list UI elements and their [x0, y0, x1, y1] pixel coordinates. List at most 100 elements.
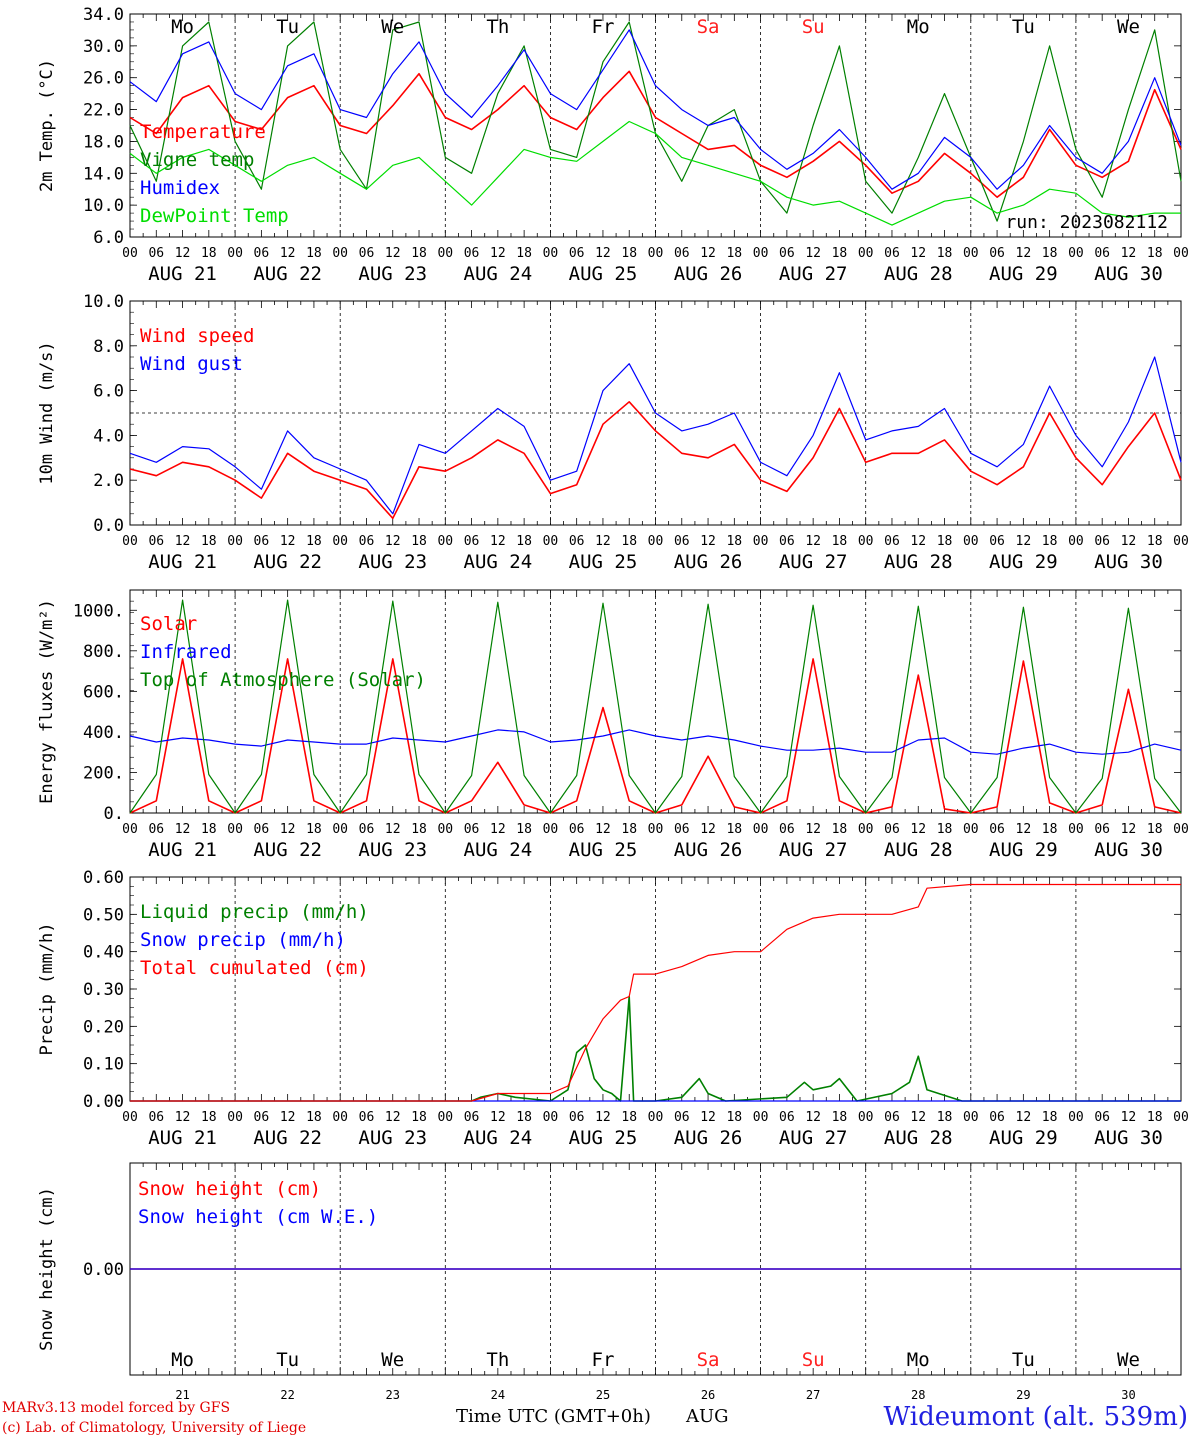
y-tick-label: 1000. — [73, 601, 124, 621]
y-tick-label: 6.0 — [93, 382, 124, 402]
series-infrared — [129, 729, 1182, 755]
y-tick-label: 4.0 — [93, 426, 124, 446]
hour-tick-label: 00 — [963, 246, 979, 261]
y-axis-label: 2m Temp. (°C) — [37, 59, 57, 192]
hour-tick-label: 00 — [858, 1110, 874, 1125]
weekday-label: Th — [486, 16, 509, 38]
y-tick-label: 0.40 — [83, 943, 124, 963]
hour-tick-label: 12 — [490, 1110, 506, 1125]
hour-tick-label: 18 — [516, 822, 532, 837]
lab-credit: (c) Lab. of Climatology, University of L… — [2, 1420, 307, 1436]
hour-tick-label: 06 — [254, 822, 270, 837]
hour-tick-label: 18 — [411, 1110, 427, 1125]
date-label: AUG 29 — [989, 551, 1058, 573]
weekday-label: Su — [802, 16, 825, 38]
date-label: AUG 22 — [253, 263, 322, 285]
weekday-label: Mo — [171, 1349, 194, 1371]
hour-tick-label: 06 — [989, 246, 1005, 261]
date-label: AUG 24 — [464, 1127, 533, 1149]
hour-tick-label: 06 — [464, 822, 480, 837]
hour-tick-label: 12 — [175, 822, 191, 837]
hour-tick-label: 06 — [989, 822, 1005, 837]
hour-tick-label: 00 — [1173, 534, 1189, 549]
hour-tick-label: 00 — [963, 822, 979, 837]
hour-tick-label: 12 — [910, 246, 926, 261]
hour-tick-label: 18 — [937, 534, 953, 549]
model-credit: MARv3.13 model forced by GFS — [2, 1400, 231, 1416]
hour-tick-label: 18 — [1042, 534, 1058, 549]
hour-tick-label: 06 — [569, 534, 585, 549]
date-label: AUG 29 — [989, 839, 1058, 861]
hour-tick-label: 00 — [437, 822, 453, 837]
hour-tick-label: 18 — [1042, 822, 1058, 837]
hour-tick-label: 06 — [359, 822, 375, 837]
hour-tick-label: 12 — [175, 1110, 191, 1125]
series-wind-speed — [129, 400, 1182, 520]
hour-tick-label: 06 — [989, 534, 1005, 549]
date-label: AUG 30 — [1094, 263, 1163, 285]
hour-tick-label: 06 — [1094, 534, 1110, 549]
hour-tick-label: 18 — [306, 1110, 322, 1125]
hour-tick-label: 12 — [805, 534, 821, 549]
hour-tick-label: 06 — [254, 534, 270, 549]
date-label: AUG 27 — [779, 1127, 848, 1149]
hour-tick-label: 06 — [779, 534, 795, 549]
y-tick-label: 34.0 — [83, 5, 124, 25]
hour-tick-label: 12 — [490, 246, 506, 261]
hour-tick-label: 06 — [569, 822, 585, 837]
legend-entry: Wind speed — [140, 325, 254, 347]
hour-tick-label: 00 — [753, 1110, 769, 1125]
hour-tick-label: 06 — [148, 534, 164, 549]
hour-tick-label: 06 — [884, 1110, 900, 1125]
legend-entry: Wind gust — [140, 353, 243, 375]
hour-tick-label: 12 — [385, 1110, 401, 1125]
hour-tick-label: 00 — [227, 246, 243, 261]
hour-tick-label: 00 — [648, 246, 664, 261]
hour-tick-label: 00 — [1068, 246, 1084, 261]
y-tick-label: 0.0 — [93, 516, 124, 536]
weekday-label: Tu — [276, 16, 299, 38]
hour-tick-label: 18 — [1042, 246, 1058, 261]
day-number-label: 22 — [280, 1388, 294, 1402]
hour-tick-label: 06 — [148, 1110, 164, 1125]
legend-entry: Snow height (cm W.E.) — [138, 1206, 378, 1228]
hour-tick-label: 18 — [726, 1110, 742, 1125]
hour-tick-label: 12 — [1016, 1110, 1032, 1125]
legend-entry: Solar — [140, 613, 197, 635]
hour-tick-label: 12 — [1016, 246, 1032, 261]
hour-tick-label: 18 — [201, 1110, 217, 1125]
hour-tick-label: 18 — [201, 534, 217, 549]
hour-tick-label: 06 — [254, 1110, 270, 1125]
hour-tick-label: 00 — [332, 534, 348, 549]
hour-tick-label: 18 — [1147, 1110, 1163, 1125]
legend-entry: Infrared — [140, 641, 232, 663]
date-label: AUG 25 — [569, 551, 638, 573]
hour-tick-label: 18 — [832, 1110, 848, 1125]
day-number-label: 26 — [701, 1388, 715, 1402]
hour-tick-label: 18 — [621, 822, 637, 837]
legend-entry: Total cumulated (cm) — [140, 957, 369, 979]
hour-tick-label: 18 — [1042, 1110, 1058, 1125]
date-label: AUG 25 — [569, 1127, 638, 1149]
hour-tick-label: 18 — [1147, 246, 1163, 261]
date-label: AUG 22 — [253, 839, 322, 861]
hour-tick-label: 06 — [464, 534, 480, 549]
hour-tick-label: 06 — [464, 1110, 480, 1125]
hour-tick-label: 06 — [359, 1110, 375, 1125]
day-number-label: 25 — [596, 1388, 610, 1402]
hour-tick-label: 00 — [753, 822, 769, 837]
hour-tick-label: 12 — [1121, 822, 1137, 837]
hour-tick-label: 18 — [726, 246, 742, 261]
hour-tick-label: 18 — [411, 246, 427, 261]
hour-tick-label: 00 — [332, 246, 348, 261]
hour-tick-label: 18 — [937, 1110, 953, 1125]
hour-tick-label: 00 — [543, 246, 559, 261]
hour-tick-label: 18 — [621, 534, 637, 549]
hour-tick-label: 18 — [1147, 534, 1163, 549]
hour-tick-label: 18 — [516, 1110, 532, 1125]
hour-tick-label: 12 — [595, 534, 611, 549]
hour-tick-label: 12 — [280, 1110, 296, 1125]
legend-entry: Snow precip (mm/h) — [140, 929, 346, 951]
hour-tick-label: 06 — [569, 246, 585, 261]
y-tick-label: 10.0 — [83, 292, 124, 312]
